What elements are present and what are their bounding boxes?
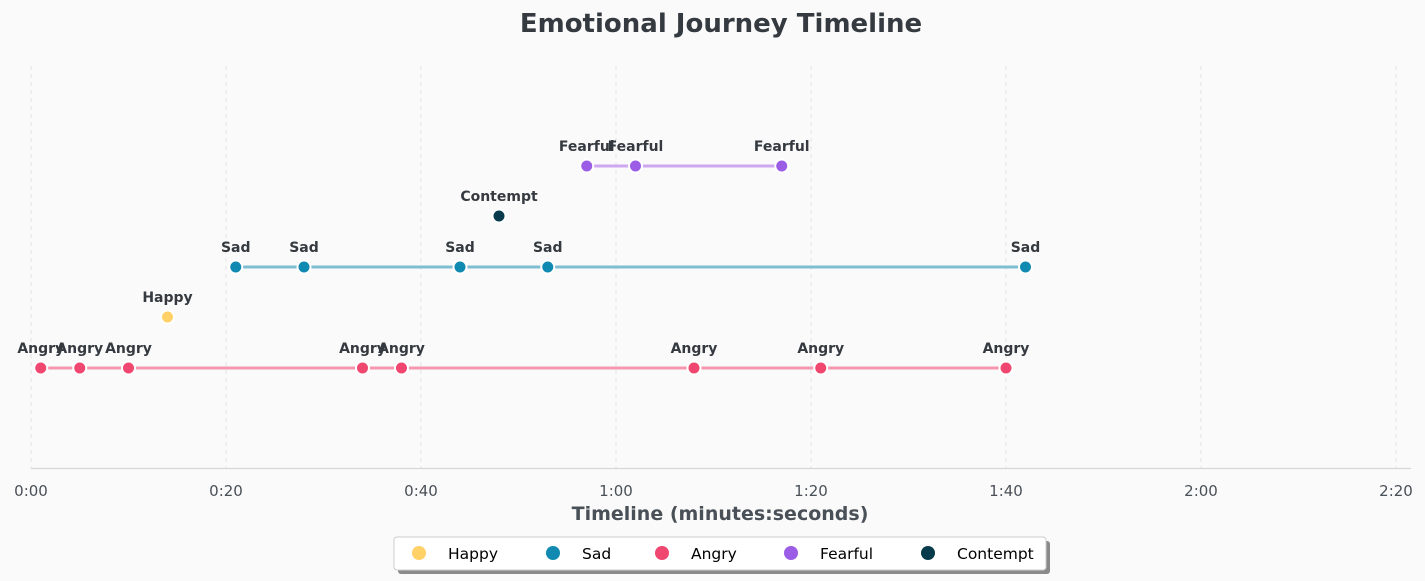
sad-point-label: Sad xyxy=(445,240,475,256)
contempt-point-label: Contempt xyxy=(460,189,538,205)
sad-point xyxy=(296,259,312,275)
sad-point-label: Sad xyxy=(221,240,251,256)
angry-point-label: Angry xyxy=(378,341,425,357)
sad-point xyxy=(1018,259,1033,275)
angry-point-label: Angry xyxy=(105,341,152,357)
x-tick-label: 0:20 xyxy=(209,482,243,500)
angry-legend-marker xyxy=(655,546,669,560)
sad-point xyxy=(228,259,244,275)
fearful-point-label: Fearful xyxy=(608,139,664,155)
x-axis-ticks: 0:00 0:20 0:40 1:00 1:20 1:40 2:00 2:20 xyxy=(14,482,1413,500)
angry-point-label: Angry xyxy=(56,341,103,357)
angry-point-label: Angry xyxy=(671,341,718,357)
fearful-point-label: Fearful xyxy=(754,139,810,155)
fearful-point xyxy=(579,158,595,174)
legend-box xyxy=(393,536,1047,571)
sad-point xyxy=(452,259,468,275)
x-axis-label: Timeline (minutes:seconds) xyxy=(572,503,869,525)
happy-legend-marker xyxy=(412,546,426,560)
happy-point-label: Happy xyxy=(142,290,192,306)
sad-point-label: Sad xyxy=(289,240,319,256)
angry-point xyxy=(33,360,49,376)
angry-point-label: Angry xyxy=(983,341,1030,357)
legend: Happy Sad Angry Fearful Contempt xyxy=(393,536,1050,574)
sad-point-label: Sad xyxy=(533,240,563,256)
angry-point xyxy=(121,360,136,376)
happy-legend-label: Happy xyxy=(448,545,498,563)
angry-point xyxy=(686,360,702,376)
angry-point xyxy=(998,360,1014,376)
x-tick-label: 0:40 xyxy=(404,482,438,500)
x-tick-label: 2:00 xyxy=(1184,482,1218,500)
x-tick-label: 1:20 xyxy=(794,482,828,500)
angry-point-label: Angry xyxy=(797,341,844,357)
sad-legend-marker xyxy=(546,546,560,560)
fearful-point xyxy=(774,158,790,174)
fearful-legend-label: Fearful xyxy=(820,545,873,563)
x-tick-label: 1:40 xyxy=(989,482,1023,500)
contempt-legend-label: Contempt xyxy=(957,545,1034,563)
angry-point xyxy=(355,360,370,376)
sad-legend-label: Sad xyxy=(582,545,611,563)
x-tick-label: 0:00 xyxy=(14,482,48,500)
contempt-point xyxy=(491,208,507,224)
fearful-legend-marker xyxy=(784,546,798,560)
sad-point xyxy=(540,259,556,275)
x-tick-label: 1:00 xyxy=(599,482,633,500)
fearful-point xyxy=(628,158,643,174)
angry-point xyxy=(813,360,829,376)
angry-point-label: Angry xyxy=(17,341,64,357)
angry-point-label: Angry xyxy=(339,341,386,357)
contempt-legend-marker xyxy=(921,546,935,560)
angry-point xyxy=(394,360,409,376)
chart-title: Emotional Journey Timeline xyxy=(520,9,922,39)
happy-point xyxy=(160,309,175,325)
sad-point-label: Sad xyxy=(1011,240,1041,256)
x-tick-label: 2:20 xyxy=(1379,482,1413,500)
angry-legend-label: Angry xyxy=(691,545,737,563)
fearful-point-label: Fearful xyxy=(559,139,615,155)
angry-point xyxy=(72,360,88,376)
series-points xyxy=(33,158,1033,376)
